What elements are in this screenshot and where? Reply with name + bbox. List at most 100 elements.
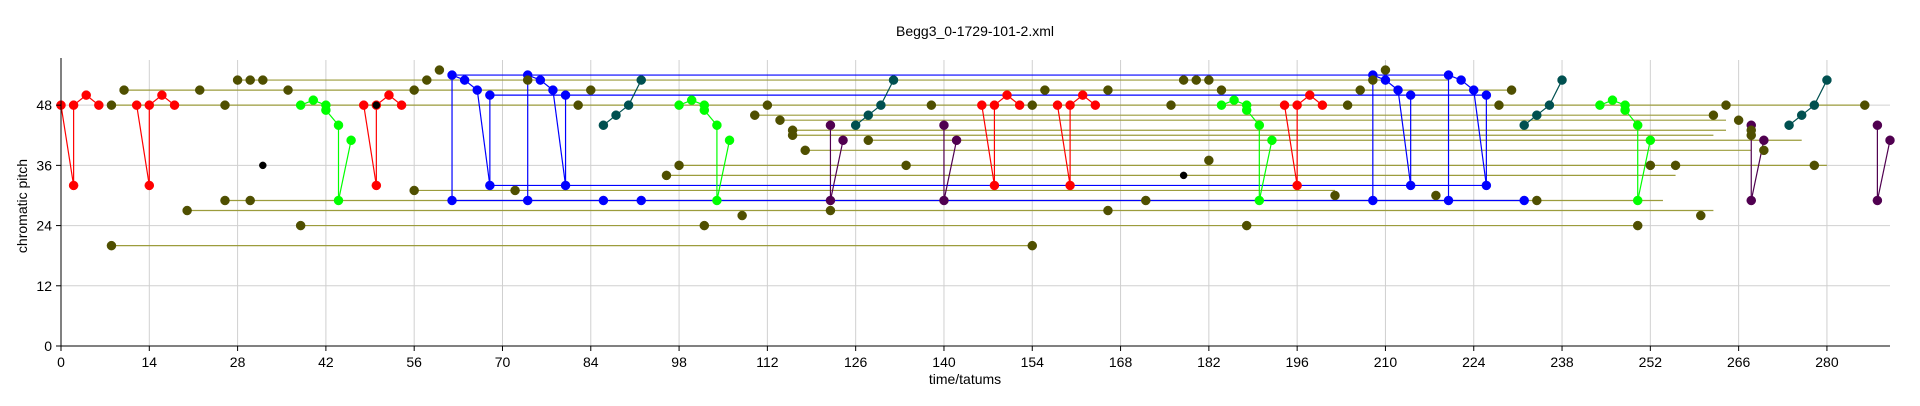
note-point	[1443, 195, 1454, 206]
note-point	[863, 110, 874, 120]
note-point	[1456, 75, 1466, 85]
note-point	[1405, 90, 1416, 100]
note-point	[1368, 75, 1378, 85]
x-tick-label: 112	[756, 354, 779, 370]
note-point	[901, 160, 911, 171]
note-point	[586, 85, 596, 95]
note-point	[259, 161, 267, 170]
note-point	[1191, 75, 1201, 85]
note-point	[1784, 120, 1794, 130]
note-point	[977, 100, 987, 110]
note-point	[485, 90, 495, 100]
y-tick-label: 48	[36, 97, 52, 113]
note-point	[1380, 65, 1391, 75]
note-point	[1557, 75, 1567, 85]
note-point	[1494, 100, 1504, 110]
note-point	[295, 100, 306, 110]
note-point	[232, 75, 243, 85]
note-point	[1229, 95, 1239, 105]
note-point	[1204, 75, 1214, 85]
note-point	[762, 100, 773, 110]
note-point	[1733, 115, 1744, 125]
note-point	[876, 100, 886, 110]
series-connector	[552, 90, 567, 186]
note-point	[1405, 180, 1416, 191]
series-connector	[716, 140, 731, 201]
note-point	[686, 95, 697, 105]
note-point	[409, 85, 419, 95]
note-point	[409, 185, 419, 196]
note-point	[1481, 180, 1492, 191]
note-point	[1519, 120, 1529, 130]
note-point	[1216, 100, 1227, 110]
note-point	[81, 90, 91, 100]
note-point	[144, 180, 155, 191]
note-point	[750, 110, 760, 120]
note-point	[926, 100, 937, 110]
series-connector	[1637, 140, 1651, 201]
note-point	[989, 180, 1000, 191]
x-tick-label: 224	[1462, 354, 1486, 370]
note-point	[1632, 220, 1643, 231]
note-point	[1292, 180, 1302, 191]
note-point	[372, 101, 381, 109]
note-point	[1708, 110, 1719, 120]
x-tick-label: 84	[583, 354, 599, 370]
series-connector	[1876, 140, 1891, 201]
note-point	[1632, 120, 1643, 130]
x-axis-title: time/tatums	[929, 371, 1001, 387]
series-connector	[1056, 105, 1071, 186]
series-connector	[1397, 90, 1412, 186]
note-point	[1645, 135, 1656, 146]
note-point	[800, 145, 810, 156]
note-point	[1872, 120, 1883, 130]
x-tick-label: 56	[406, 354, 422, 370]
note-point	[1796, 110, 1807, 120]
note-point	[1822, 75, 1832, 85]
note-point	[522, 195, 533, 206]
note-point	[321, 105, 331, 115]
note-point	[1607, 95, 1618, 105]
note-point	[485, 180, 495, 191]
note-point	[712, 195, 722, 206]
note-point	[1885, 135, 1895, 146]
series-connector	[1258, 140, 1273, 201]
note-point	[1519, 195, 1529, 206]
note-point	[787, 130, 798, 141]
note-point	[371, 180, 382, 191]
note-point	[1645, 160, 1656, 171]
x-tick-label: 0	[57, 354, 65, 370]
note-point	[838, 135, 848, 146]
note-point	[1002, 90, 1012, 100]
note-point	[1204, 155, 1214, 166]
x-tick-label: 168	[1109, 354, 1133, 370]
note-point	[1809, 100, 1820, 110]
note-point	[825, 195, 836, 206]
note-point	[1077, 90, 1088, 100]
note-point	[68, 100, 79, 110]
x-tick-label: 196	[1285, 354, 1309, 370]
note-point	[775, 115, 785, 125]
note-point	[1468, 85, 1479, 95]
note-point	[358, 100, 369, 110]
note-point	[989, 100, 1000, 110]
note-point	[119, 85, 129, 95]
series-connector	[1283, 105, 1298, 186]
note-point	[245, 75, 255, 85]
note-point	[1254, 195, 1265, 206]
note-point	[346, 135, 356, 146]
series-connector	[476, 90, 491, 186]
note-point	[674, 160, 684, 171]
note-point	[220, 195, 230, 206]
note-point	[1216, 85, 1227, 95]
y-tick-label: 24	[36, 218, 52, 234]
note-point	[1279, 100, 1290, 110]
note-point	[333, 195, 344, 206]
note-point	[1179, 171, 1188, 180]
note-point	[548, 85, 558, 95]
note-point	[1860, 100, 1870, 110]
note-point	[598, 195, 609, 206]
note-point	[1103, 85, 1113, 95]
note-point	[1141, 195, 1151, 206]
